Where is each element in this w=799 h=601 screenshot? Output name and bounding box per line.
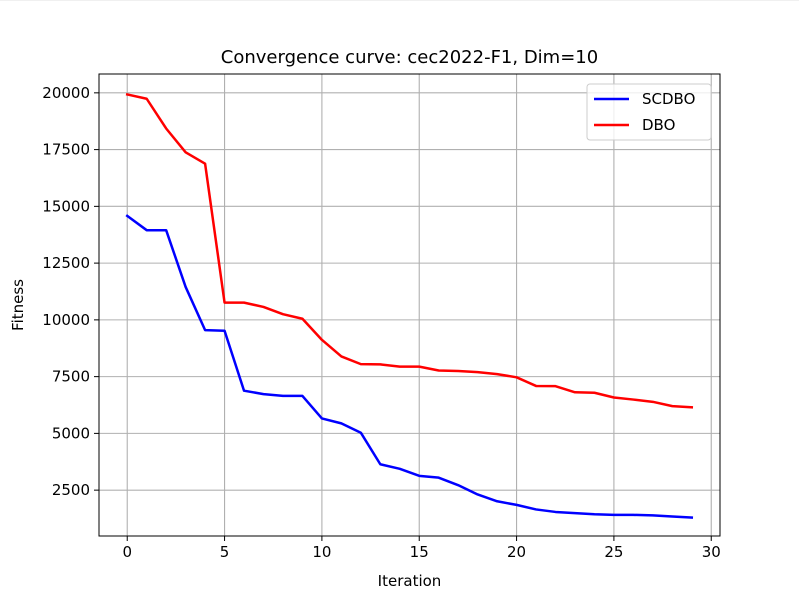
y-tick-label: 12500 <box>42 254 90 272</box>
legend: SCDBO DBO <box>586 83 712 141</box>
grid-layer <box>99 74 720 536</box>
y-tick-label: 7500 <box>52 368 90 386</box>
y-tick-label: 15000 <box>42 197 90 215</box>
y-tick-label: 2500 <box>52 481 90 499</box>
y-tick-label: 17500 <box>42 141 90 159</box>
series-layer <box>125 92 694 519</box>
chart-title: Convergence curve: cec2022-F1, Dim=10 <box>221 47 598 68</box>
top-border <box>0 0 799 1</box>
x-tick-label: 20 <box>507 543 526 561</box>
x-axis-label: Iteration <box>378 572 442 590</box>
legend-label-dbo: DBO <box>642 116 675 134</box>
x-tick-label: 30 <box>702 543 721 561</box>
x-tick-label: 25 <box>604 543 623 561</box>
y-tick-label: 5000 <box>52 424 90 442</box>
x-tick-label: 10 <box>312 543 331 561</box>
ticks-layer: 0 5 10 15 20 25 30 2500 5000 7500 10000 12500 15000 1… <box>42 84 721 561</box>
legend-label-scdbo: SCDBO <box>642 90 695 108</box>
x-tick-label: 0 <box>122 543 132 561</box>
y-tick-label: 10000 <box>42 311 90 329</box>
series-line-scdbo <box>125 214 694 519</box>
axes-frame <box>98 73 721 537</box>
y-tick-label: 20000 <box>42 84 90 102</box>
x-tick-label: 15 <box>410 543 429 561</box>
x-tick-label: 5 <box>220 543 230 561</box>
series-line-dbo <box>125 92 694 409</box>
y-axis-label: Fitness <box>9 279 27 331</box>
